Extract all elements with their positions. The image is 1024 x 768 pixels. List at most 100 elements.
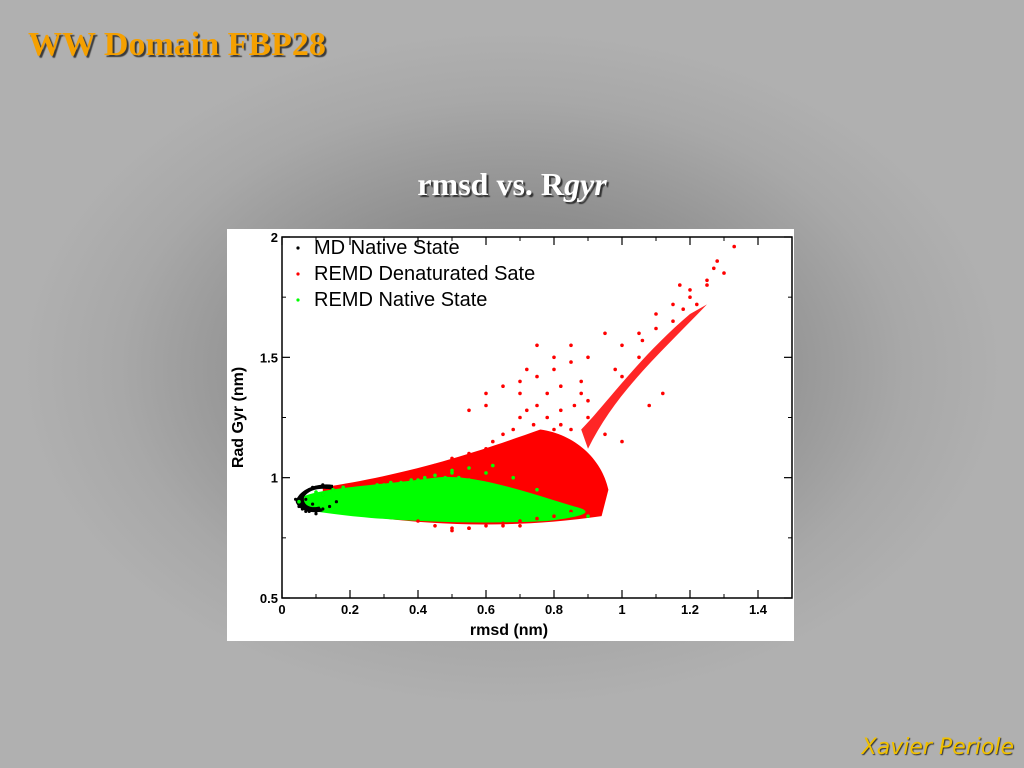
data-point — [365, 499, 369, 504]
legend-marker — [296, 298, 300, 302]
legend-label: REMD Denaturated Sate — [314, 263, 535, 285]
data-point — [661, 391, 665, 396]
y-tick-label: 1 — [271, 471, 278, 486]
data-point — [518, 519, 522, 523]
data-point — [518, 415, 522, 420]
data-point — [579, 451, 583, 456]
x-tick-label: 1 — [618, 602, 625, 617]
data-point — [671, 302, 675, 307]
data-point — [314, 485, 318, 489]
y-tick-label: 1.5 — [260, 350, 278, 365]
data-point — [501, 487, 505, 492]
data-point — [457, 475, 461, 480]
data-point — [525, 408, 529, 413]
data-point — [409, 478, 413, 482]
data-point — [331, 487, 335, 492]
data-point — [307, 509, 311, 513]
data-point — [450, 468, 454, 473]
data-point — [518, 379, 522, 384]
data-point — [491, 471, 495, 475]
data-point — [467, 478, 471, 482]
data-point — [678, 283, 682, 287]
x-tick-label: 0.2 — [341, 602, 359, 617]
data-point — [416, 514, 420, 518]
data-point — [613, 367, 617, 372]
data-point — [535, 403, 539, 408]
data-point — [518, 524, 522, 528]
data-point — [399, 475, 403, 480]
data-point — [484, 524, 488, 528]
data-point — [294, 497, 298, 501]
data-point — [593, 475, 597, 480]
data-point — [525, 367, 529, 372]
data-point — [715, 259, 719, 263]
data-point — [531, 422, 536, 427]
data-point — [307, 488, 311, 492]
data-point — [511, 475, 515, 480]
data-point — [365, 485, 369, 490]
data-point — [555, 463, 560, 468]
data-point — [307, 495, 311, 499]
data-point — [304, 509, 308, 513]
data-point — [565, 439, 570, 444]
data-point — [491, 485, 495, 490]
data-point — [640, 338, 645, 343]
data-point — [535, 504, 539, 509]
y-axis-label: Rad Gyr (nm) — [230, 367, 247, 468]
data-point — [300, 495, 304, 499]
x-tick-label: 0 — [278, 602, 285, 617]
data-point — [304, 490, 308, 494]
y-tick-label: 0.5 — [260, 591, 278, 606]
data-point — [518, 495, 522, 499]
data-point — [300, 507, 304, 511]
data-point — [321, 507, 325, 511]
data-point — [586, 355, 590, 360]
data-point — [297, 499, 301, 504]
data-point — [671, 319, 675, 323]
data-point — [586, 398, 590, 403]
data-point — [705, 278, 709, 283]
data-point — [314, 512, 318, 516]
data-point — [450, 514, 454, 518]
data-point — [399, 480, 403, 485]
data-point — [511, 492, 515, 497]
data-point — [433, 473, 437, 478]
data-point — [314, 509, 318, 513]
data-point — [535, 516, 539, 521]
data-point — [569, 343, 573, 348]
data-point — [511, 427, 515, 432]
data-point — [528, 439, 532, 444]
data-point — [586, 415, 590, 420]
data-point — [334, 500, 338, 504]
data-point — [525, 499, 529, 504]
data-point — [341, 485, 345, 490]
data-point — [596, 495, 600, 499]
data-point — [311, 485, 315, 489]
data-point — [484, 471, 488, 475]
data-point — [501, 384, 505, 388]
x-tick-label: 1.2 — [681, 602, 699, 617]
data-point — [688, 295, 692, 299]
data-point — [375, 483, 379, 487]
data-point — [620, 439, 624, 444]
data-point — [579, 391, 583, 396]
x-tick-label: 1.4 — [749, 602, 768, 617]
data-point — [484, 447, 488, 451]
data-point — [586, 504, 590, 509]
chart-heading-italic: gyr — [564, 166, 607, 202]
chart-heading: rmsd vs. Rgyr — [0, 166, 1024, 203]
data-point — [603, 331, 607, 336]
data-point — [559, 384, 563, 388]
data-point — [382, 512, 386, 516]
data-point — [535, 343, 539, 348]
data-point — [535, 487, 539, 492]
data-point — [712, 266, 716, 271]
data-point — [501, 432, 505, 437]
data-point — [484, 391, 488, 396]
data-point — [681, 307, 685, 311]
data-point — [467, 526, 471, 530]
data-point — [399, 495, 403, 499]
legend-marker — [296, 246, 300, 250]
data-point — [443, 475, 447, 480]
data-point — [304, 497, 308, 501]
